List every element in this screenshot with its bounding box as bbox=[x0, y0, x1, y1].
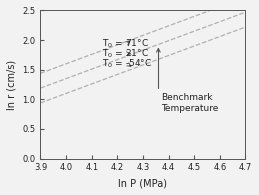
Text: T$_0$ = 71°C: T$_0$ = 71°C bbox=[102, 38, 149, 51]
Text: T$_0$ = 21°C: T$_0$ = 21°C bbox=[102, 47, 149, 60]
Y-axis label: ln r (cm/s): ln r (cm/s) bbox=[7, 59, 17, 110]
Text: Benchmark
Temperature: Benchmark Temperature bbox=[156, 49, 218, 113]
X-axis label: ln P (MPa): ln P (MPa) bbox=[118, 178, 168, 188]
Text: T$_0$ = -54°C: T$_0$ = -54°C bbox=[102, 58, 152, 70]
